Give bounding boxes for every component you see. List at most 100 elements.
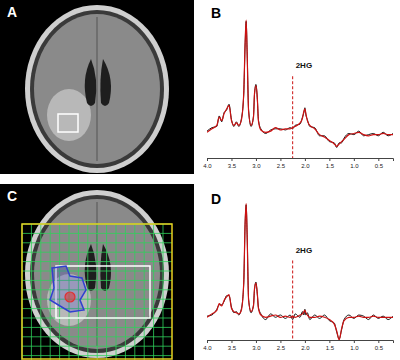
- x-tick-label: 4.0: [203, 163, 212, 169]
- spectrum-line: [207, 205, 393, 339]
- voxel-box: [58, 114, 78, 132]
- spectrum-line: [207, 21, 393, 147]
- grid-line: [116, 224, 117, 360]
- x-axis-line: [208, 159, 394, 162]
- grid-line: [106, 224, 107, 360]
- spectrum-chart: 4.0 3.5 3.0 2.5 2.0 1.5 1.0 0.5 2HG B: [203, 5, 393, 169]
- mri-image: A: [0, 0, 194, 174]
- grid-line: [22, 327, 172, 328]
- x-tick-mark: [231, 158, 232, 161]
- x-tick: 1.0: [350, 340, 359, 351]
- x-tick: 1.0: [350, 158, 359, 169]
- x-tick-mark: [329, 340, 330, 343]
- ventricle: [100, 59, 111, 106]
- x-tick: 4.0: [203, 340, 212, 351]
- tumor-contour: [50, 266, 86, 312]
- fov-box: [22, 224, 172, 359]
- x-tick-label: 2.0: [301, 163, 310, 169]
- spectrum-chart: 4.0 3.5 3.0 2.5 2.0 1.5 1.0 0.5 2HG D: [203, 191, 393, 351]
- skull: [30, 10, 164, 168]
- grid-line: [40, 224, 41, 360]
- x-tick: 0.5: [375, 340, 384, 351]
- spectrum-line: [207, 20, 393, 146]
- panel-label: D: [211, 191, 221, 207]
- annotation-label: 2HG: [296, 246, 312, 255]
- x-tick-mark: [354, 340, 355, 343]
- grid-line: [22, 336, 172, 337]
- figure: AC 4.0 3.5 3.0 2.5 2.0 1.5 1.0 0.5 2HG B 4.0 3.5 3.0 2…: [0, 0, 400, 360]
- x-tick-label: 0.5: [375, 345, 384, 351]
- x-tick-label: 2.0: [301, 345, 310, 351]
- grid-line: [50, 224, 51, 360]
- x-tick-mark: [329, 158, 330, 161]
- ventricle: [85, 59, 97, 106]
- grid-line: [22, 261, 172, 262]
- grid-line: [22, 346, 172, 347]
- x-tick: 1.5: [326, 158, 335, 169]
- x-tick-mark: [256, 340, 257, 343]
- x-tick-mark: [378, 340, 379, 343]
- grid-line: [134, 224, 135, 360]
- grid-line: [87, 224, 88, 360]
- selected-voxel: [65, 292, 75, 302]
- x-tick-label: 3.5: [228, 163, 237, 169]
- scalp: [25, 5, 169, 173]
- x-axis-line: [208, 341, 394, 344]
- lesion: [47, 89, 91, 141]
- x-tick-mark: [354, 158, 355, 161]
- x-tick: 3.0: [252, 340, 261, 351]
- plot-area: [207, 204, 393, 340]
- x-tick-mark: [256, 158, 257, 161]
- grid-line: [22, 233, 172, 234]
- x-tick: 1.5: [326, 340, 335, 351]
- x-tick-label: 3.0: [252, 345, 261, 351]
- x-tick: 2.5: [277, 340, 286, 351]
- image-background: [0, 184, 194, 360]
- grid-line: [22, 242, 172, 243]
- x-tick-label: 1.5: [326, 163, 335, 169]
- annotation-label: 2HG: [296, 61, 312, 70]
- brain-tissue: [34, 14, 160, 164]
- grid-line: [153, 224, 154, 360]
- mri-image: C: [0, 184, 194, 360]
- x-tick: 3.0: [252, 158, 261, 169]
- x-tick-mark: [378, 158, 379, 161]
- panel-label: C: [7, 188, 17, 204]
- x-tick-label: 4.0: [203, 345, 212, 351]
- spectrum-line: [207, 204, 393, 340]
- grid-line: [163, 224, 164, 360]
- x-tick-mark: [305, 340, 306, 343]
- grid-line: [144, 224, 145, 360]
- x-tick: 4.0: [203, 158, 212, 169]
- csi-grid: [22, 224, 172, 360]
- panel-label: B: [211, 5, 221, 21]
- x-tick-mark: [207, 340, 208, 343]
- x-tick-mark: [231, 340, 232, 343]
- x-tick-label: 3.5: [228, 345, 237, 351]
- x-tick-mark: [305, 158, 306, 161]
- x-tick-label: 1.0: [350, 163, 359, 169]
- x-tick-mark: [280, 158, 281, 161]
- ventricle: [100, 244, 111, 291]
- x-tick: 2.5: [277, 158, 286, 169]
- x-tick: 0.5: [375, 158, 384, 169]
- x-tick-label: 0.5: [375, 163, 384, 169]
- midline: [97, 17, 98, 161]
- x-tick-label: 3.0: [252, 163, 261, 169]
- x-tick-label: 2.5: [277, 163, 286, 169]
- x-tick: 3.5: [228, 340, 237, 351]
- x-tick-label: 2.5: [277, 345, 286, 351]
- x-tick-label: 1.5: [326, 345, 335, 351]
- x-axis: 4.0 3.5 3.0 2.5 2.0 1.5 1.0 0.5: [203, 158, 393, 169]
- image-background: [0, 0, 194, 174]
- x-axis: 4.0 3.5 3.0 2.5 2.0 1.5 1.0 0.5: [203, 340, 393, 351]
- x-tick-label: 1.0: [350, 345, 359, 351]
- x-tick-mark: [207, 158, 208, 161]
- annotation-line: [292, 260, 293, 340]
- x-tick: 3.5: [228, 158, 237, 169]
- x-tick-mark: [280, 340, 281, 343]
- annotation-line: [292, 76, 293, 158]
- x-tick: 2.0: [301, 158, 310, 169]
- ventricle: [85, 244, 97, 291]
- grid-line: [97, 224, 98, 360]
